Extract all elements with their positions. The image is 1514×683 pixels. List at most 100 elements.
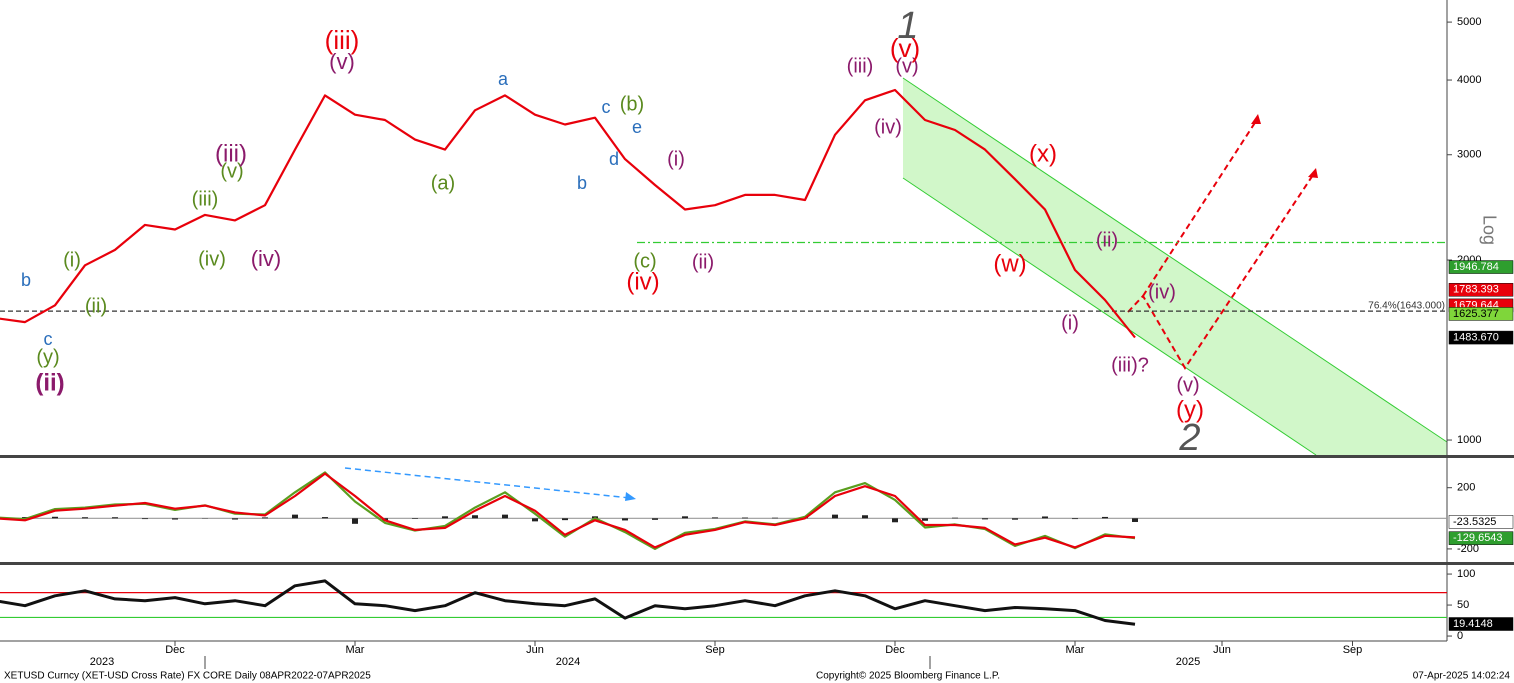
histogram-bar: [1012, 518, 1018, 520]
histogram-bar: [952, 517, 958, 519]
histogram-bar: [862, 515, 868, 519]
axis-label: Log: [1479, 215, 1499, 245]
channel-line: [902, 177, 1317, 456]
histogram-bar: [562, 518, 568, 521]
price-tag-label: 1483.670: [1453, 331, 1499, 343]
histogram-bar: [292, 514, 298, 519]
channel-line: [902, 77, 1448, 443]
wave-label: (i): [1061, 312, 1079, 334]
wave-label: 2: [1178, 417, 1200, 459]
wave-label: c: [44, 329, 53, 349]
wave-label: (y): [1176, 396, 1204, 423]
wave-label: (iv): [251, 246, 282, 271]
projection: [1127, 171, 1316, 370]
wave-label: (ii): [35, 369, 64, 396]
footer-timestamp: 07-Apr-2025 14:02:24: [1413, 671, 1511, 682]
wave-label: (y): [36, 346, 59, 368]
wave-label: (iv): [198, 248, 226, 270]
wave-label: (iv): [1148, 281, 1176, 303]
histogram-bar: [892, 518, 898, 523]
histogram-bar: [832, 514, 838, 519]
level-label: 76.4%(1643.000): [1368, 301, 1445, 312]
wave-label: (v): [1176, 374, 1199, 396]
series-line: [0, 471, 1136, 550]
histogram-bar: [112, 517, 118, 519]
x-tick-label: Mar: [1066, 644, 1085, 656]
price-tag: [1448, 617, 1514, 631]
price-tag-label: 19.4148: [1453, 618, 1493, 630]
x-tick-label: Jun: [526, 644, 544, 656]
wave-label: (c): [633, 250, 656, 272]
y-tick-label: 5000: [1457, 16, 1481, 28]
y-tick-label: 200: [1457, 482, 1475, 494]
series-line: [0, 472, 1136, 549]
x-tick-label: Jun: [1213, 644, 1231, 656]
wave-label: (iv): [874, 116, 902, 138]
histogram-bar: [262, 517, 268, 519]
arrow-head: [1308, 168, 1318, 178]
wave-label: (w): [993, 250, 1026, 277]
histogram-bar: [982, 518, 988, 520]
wave-label: (v): [220, 160, 243, 182]
wave-label: b: [577, 173, 587, 193]
wave-label: (i): [667, 148, 685, 170]
wave-label: (iii): [192, 188, 219, 210]
panel-separator: [0, 455, 1514, 458]
x-tick-label: Sep: [705, 644, 725, 656]
wave-label: (ii): [692, 251, 714, 273]
wave-label: (v): [329, 49, 355, 74]
channel: [903, 78, 1447, 455]
year-label: 2025: [1176, 656, 1200, 668]
wave-label: (iii): [325, 25, 360, 55]
histogram-bar: [532, 518, 538, 522]
y-tick-label: -200: [1457, 543, 1479, 555]
price-tag: [1448, 531, 1514, 545]
price-tag-label: 1946.784: [1453, 261, 1499, 273]
wave-label: (iii): [215, 140, 247, 167]
price-tag-label: -129.6543: [1453, 532, 1503, 544]
histogram-bar: [922, 518, 928, 521]
y-tick-label: 4000: [1457, 74, 1481, 86]
price-tag: [1448, 307, 1514, 321]
projection: [1142, 117, 1259, 297]
wave-label: (ii): [1096, 229, 1118, 251]
price-tag: [1448, 330, 1514, 345]
histogram-bar: [1102, 516, 1108, 519]
histogram-bar: [322, 517, 328, 519]
histogram-bar: [622, 518, 628, 521]
wave-label: (v): [890, 33, 920, 63]
divergence: [344, 467, 631, 499]
histogram-bar: [682, 516, 688, 519]
histogram-bar: [772, 517, 778, 519]
price-tag-label: -23.5325: [1453, 516, 1496, 528]
series-line: [0, 579, 1136, 626]
y-tick-label: 3000: [1457, 149, 1481, 161]
histogram-bar: [82, 517, 88, 519]
histogram-bar: [652, 518, 658, 520]
histogram-bar: [172, 518, 178, 520]
wave-label: (ii): [85, 295, 107, 317]
wave-label: (b): [620, 93, 644, 115]
histogram-bar: [472, 515, 478, 519]
wave-label: 1: [897, 5, 918, 47]
footer-source: XETUSD Curncy (XET-USD Cross Rate) FX CO…: [4, 671, 371, 682]
wave-label: (iii)?: [1111, 354, 1149, 376]
x-tick-label: Mar: [346, 644, 365, 656]
wave-label: (a): [431, 172, 455, 194]
wave-label: (iii): [847, 55, 874, 77]
year-label: 2023: [90, 656, 114, 668]
histogram-bar: [52, 516, 58, 519]
histogram-bar: [742, 517, 748, 519]
wave-label: (i): [63, 249, 81, 271]
y-tick-label: 1000: [1457, 434, 1481, 446]
histogram-bar: [1132, 518, 1138, 522]
wave-label: (v): [895, 55, 918, 77]
price-tag: [1448, 260, 1514, 274]
histogram-bar: [442, 516, 448, 519]
x-tick-label: Dec: [165, 644, 185, 656]
histogram-bar: [1072, 518, 1078, 520]
series-line: [0, 88, 1136, 339]
arrow-head: [625, 492, 636, 501]
wave-label: (iv): [626, 268, 659, 295]
histogram-bar: [22, 517, 28, 519]
